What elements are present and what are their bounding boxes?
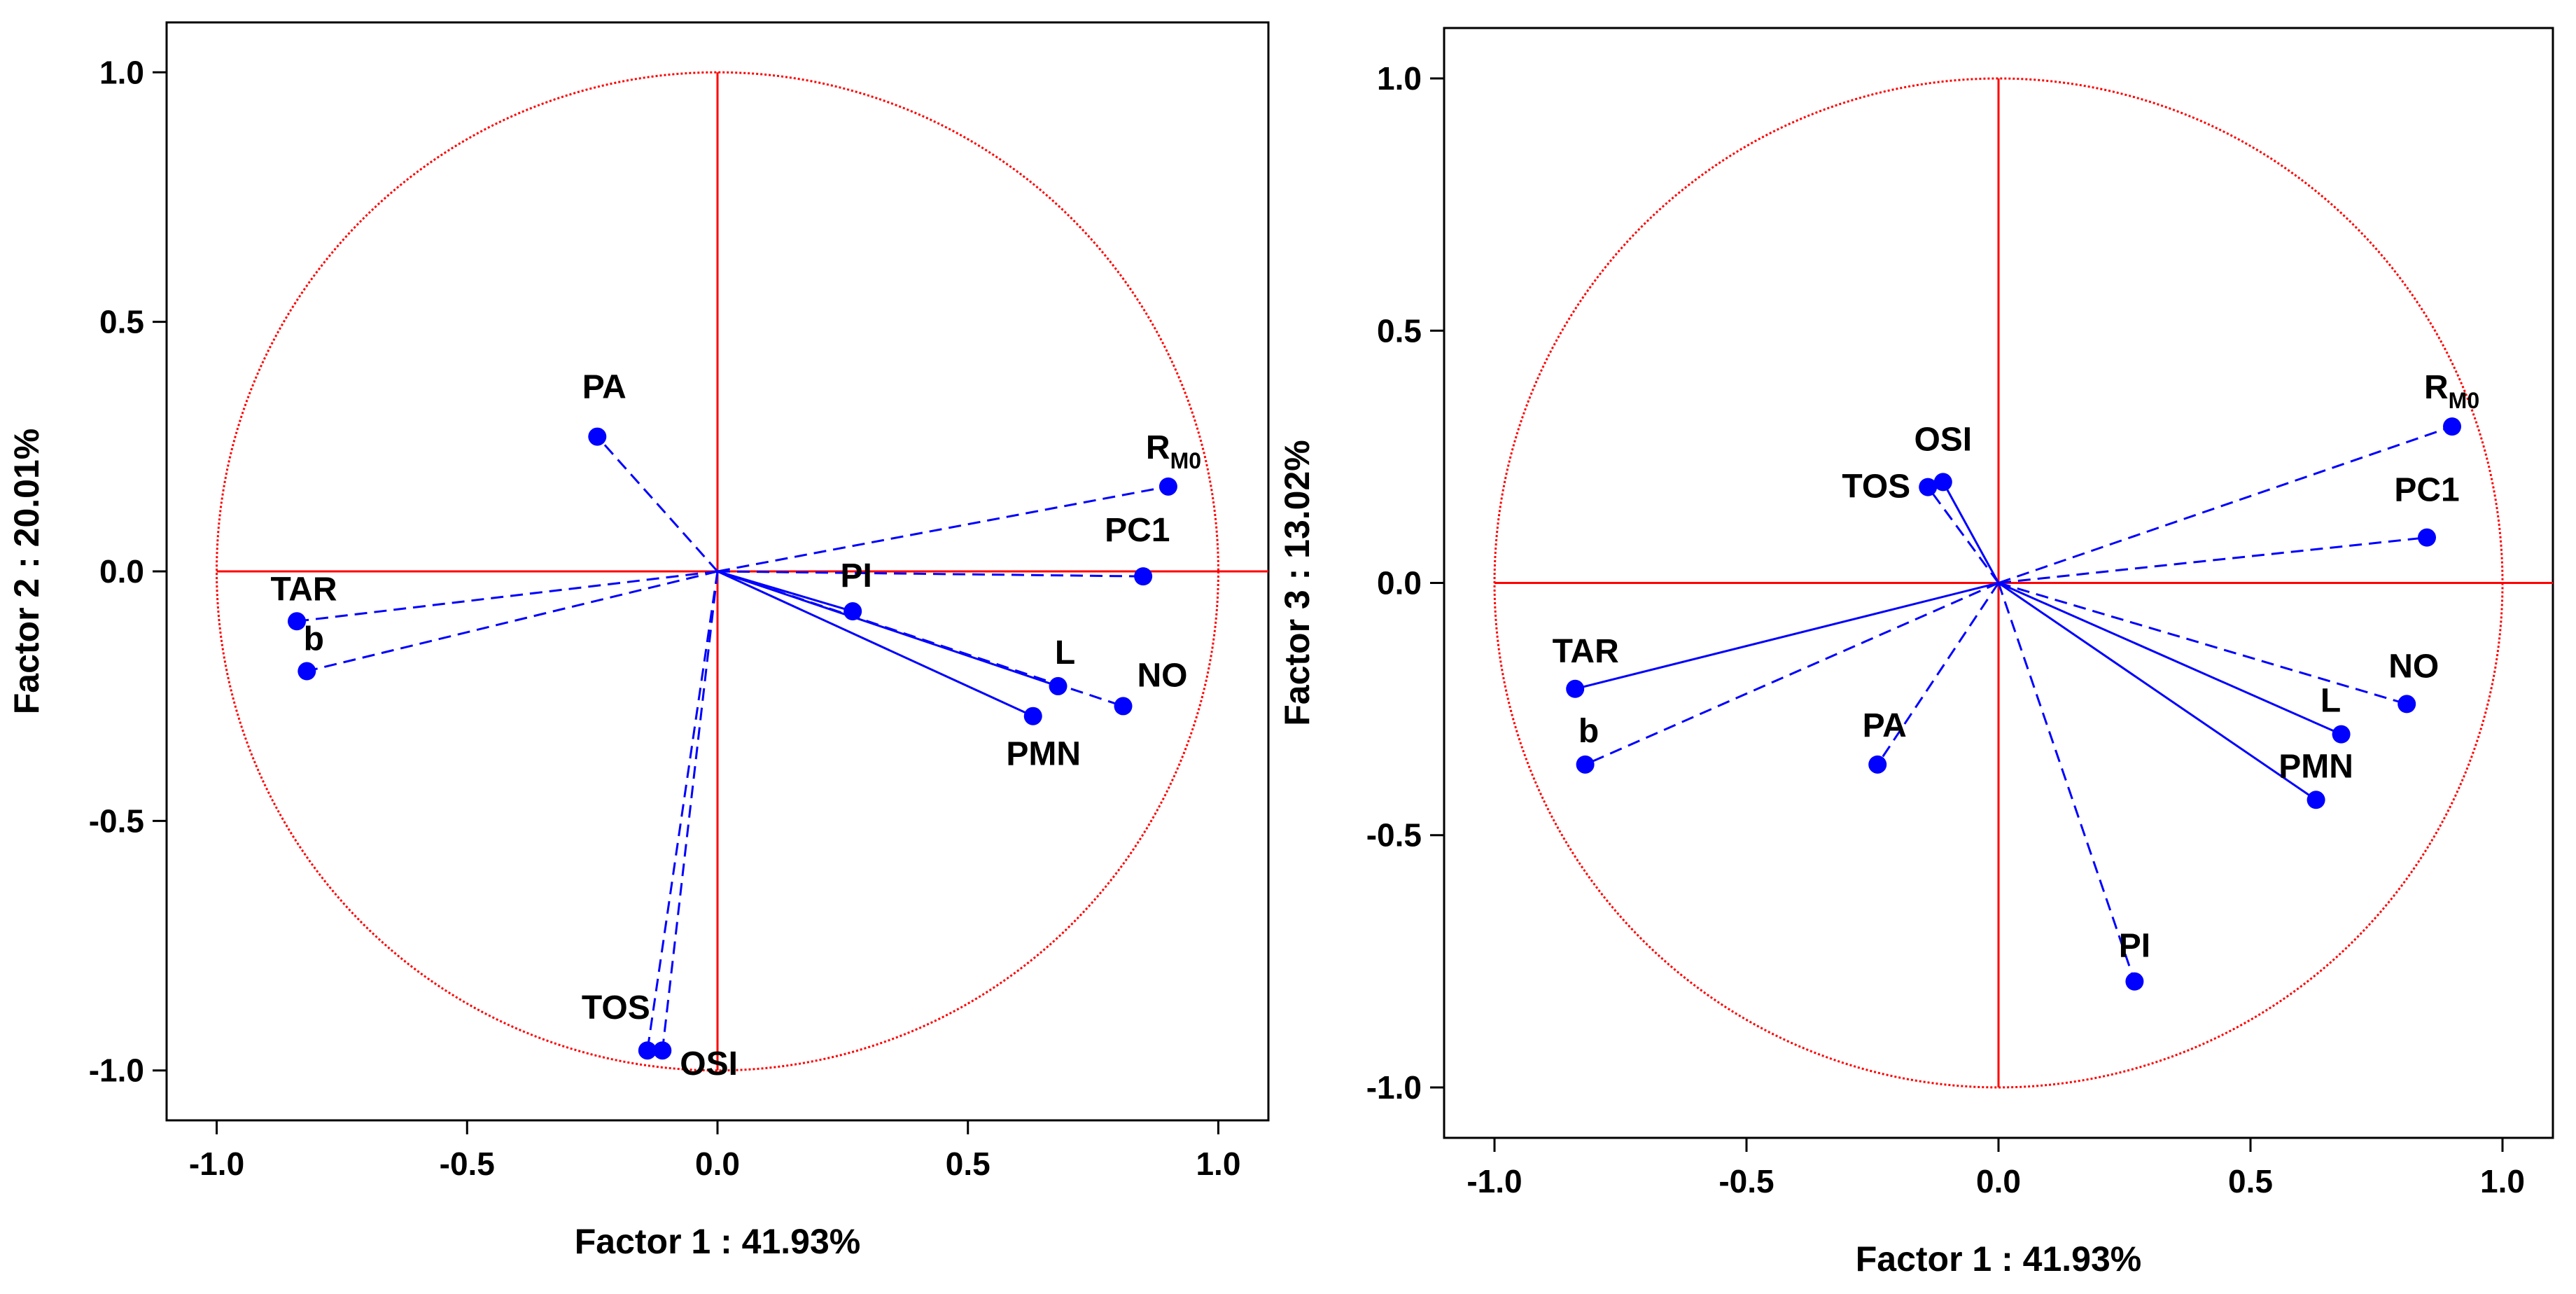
- label-no: NO: [2388, 648, 2439, 685]
- label-l: L: [1055, 634, 1075, 672]
- y-axis-title: Factor 2 : 20.01%: [7, 429, 46, 715]
- y-tick-label: -1.0: [89, 1052, 144, 1089]
- point-tar: [288, 612, 307, 631]
- label-pi: PI: [840, 557, 872, 594]
- label-l: L: [2320, 683, 2341, 720]
- x-tick-label: 0.5: [2228, 1163, 2273, 1199]
- y-tick-label: 0.5: [1377, 312, 1422, 349]
- y-tick-label: 0.5: [99, 304, 144, 340]
- x-tick-label: -1.0: [1466, 1163, 1522, 1199]
- vector-osi: [661, 571, 719, 1051]
- y-tick-label: -1.0: [1366, 1069, 1422, 1106]
- vector-pc1: [1998, 536, 2428, 584]
- point-no: [2398, 695, 2416, 714]
- point-pmn: [1023, 707, 1042, 725]
- point-pc1: [2418, 528, 2436, 547]
- y-tick-label: -0.5: [89, 802, 144, 839]
- label-b: b: [304, 621, 324, 658]
- label-tos: TOS: [1842, 468, 1910, 506]
- y-tick-label: 0.0: [1377, 565, 1422, 601]
- vector-no: [717, 570, 1124, 707]
- point-osi: [1933, 473, 1952, 492]
- vector-no: [1998, 582, 2407, 705]
- point-b: [298, 662, 316, 681]
- x-tick-label: 0.0: [1976, 1163, 2021, 1199]
- point-pi: [2125, 972, 2144, 991]
- vector-rm0: [1998, 425, 2453, 584]
- vector-pmn: [1998, 582, 2317, 801]
- label-tar: TAR: [1553, 633, 1619, 670]
- vector-pa: [1876, 582, 2000, 765]
- vector-tar: [296, 570, 718, 622]
- point-pa: [1868, 755, 1887, 774]
- vector-osi: [1942, 481, 2000, 584]
- label-no: NO: [1138, 657, 1188, 694]
- label-tos: TOS: [582, 989, 650, 1027]
- vector-rm0: [717, 485, 1169, 573]
- x-tick-label: 0.5: [946, 1146, 990, 1182]
- vector-pa: [596, 436, 719, 572]
- y-tick-label: -0.5: [1366, 817, 1422, 854]
- point-pmn: [2306, 791, 2325, 809]
- vector-b: [306, 570, 718, 673]
- point-tos: [1919, 478, 1938, 496]
- point-osi: [653, 1041, 672, 1060]
- label-pa: PA: [1863, 707, 1907, 744]
- x-axis-title: Factor 1 : 41.93%: [1856, 1239, 2142, 1279]
- vector-pmn: [717, 570, 1034, 718]
- point-rm0: [1158, 477, 1177, 496]
- label-rm0: RM0: [1146, 429, 1201, 473]
- vector-pc1: [717, 570, 1144, 578]
- label-tar: TAR: [270, 571, 337, 608]
- y-tick-label: 1.0: [99, 54, 144, 90]
- point-pa: [588, 427, 607, 446]
- vector-tar: [1574, 582, 1999, 690]
- y-tick-label: 1.0: [1377, 60, 1422, 97]
- vector-pi: [1997, 583, 2136, 982]
- point-rm0: [2443, 417, 2461, 436]
- y-axis-title: Factor 3 : 13.02%: [1278, 440, 1317, 726]
- label-pmn: PMN: [1006, 736, 1081, 773]
- vector-tos: [646, 571, 719, 1051]
- label-pi: PI: [2119, 928, 2150, 965]
- x-tick-label: -0.5: [440, 1146, 495, 1182]
- label-osi: OSI: [680, 1045, 738, 1083]
- label-b: b: [1578, 713, 1599, 750]
- point-tar: [1566, 679, 1585, 698]
- y-tick-label: 0.0: [99, 553, 144, 590]
- point-l: [2332, 725, 2351, 744]
- vector-b: [1584, 582, 1999, 766]
- label-rm0: RM0: [2424, 369, 2479, 413]
- chart-panel-1: -1.0 -0.5 0.0 0.5 1.0 -1.0 -0.5 0.0 0.5 1.0 Factor…: [7, 21, 1270, 1261]
- label-pc1: PC1: [2394, 472, 2459, 509]
- x-tick-label: -0.5: [1718, 1163, 1774, 1199]
- label-osi: OSI: [1914, 421, 1972, 458]
- label-pmn: PMN: [2278, 748, 2353, 785]
- vector-l: [1998, 582, 2342, 736]
- label-pc1: PC1: [1105, 512, 1170, 549]
- point-pc1: [1134, 567, 1153, 586]
- x-tick-label: -1.0: [189, 1146, 244, 1182]
- label-pa: PA: [582, 369, 626, 406]
- x-tick-label: 1.0: [1196, 1146, 1240, 1182]
- point-b: [1576, 755, 1595, 774]
- point-tos: [638, 1041, 657, 1060]
- x-tick-label: 1.0: [2480, 1163, 2525, 1199]
- chart-panel-2: -1.0 -0.5 0.0 0.5 1.0 -1.0 -0.5 0.0 0.5 1.0 Factor…: [1278, 27, 2554, 1279]
- x-axis-title: Factor 1 : 41.93%: [575, 1222, 861, 1261]
- point-no: [1114, 697, 1133, 716]
- point-l: [1049, 676, 1068, 695]
- x-tick-label: 0.0: [695, 1146, 740, 1182]
- vector-tos: [1926, 486, 2000, 584]
